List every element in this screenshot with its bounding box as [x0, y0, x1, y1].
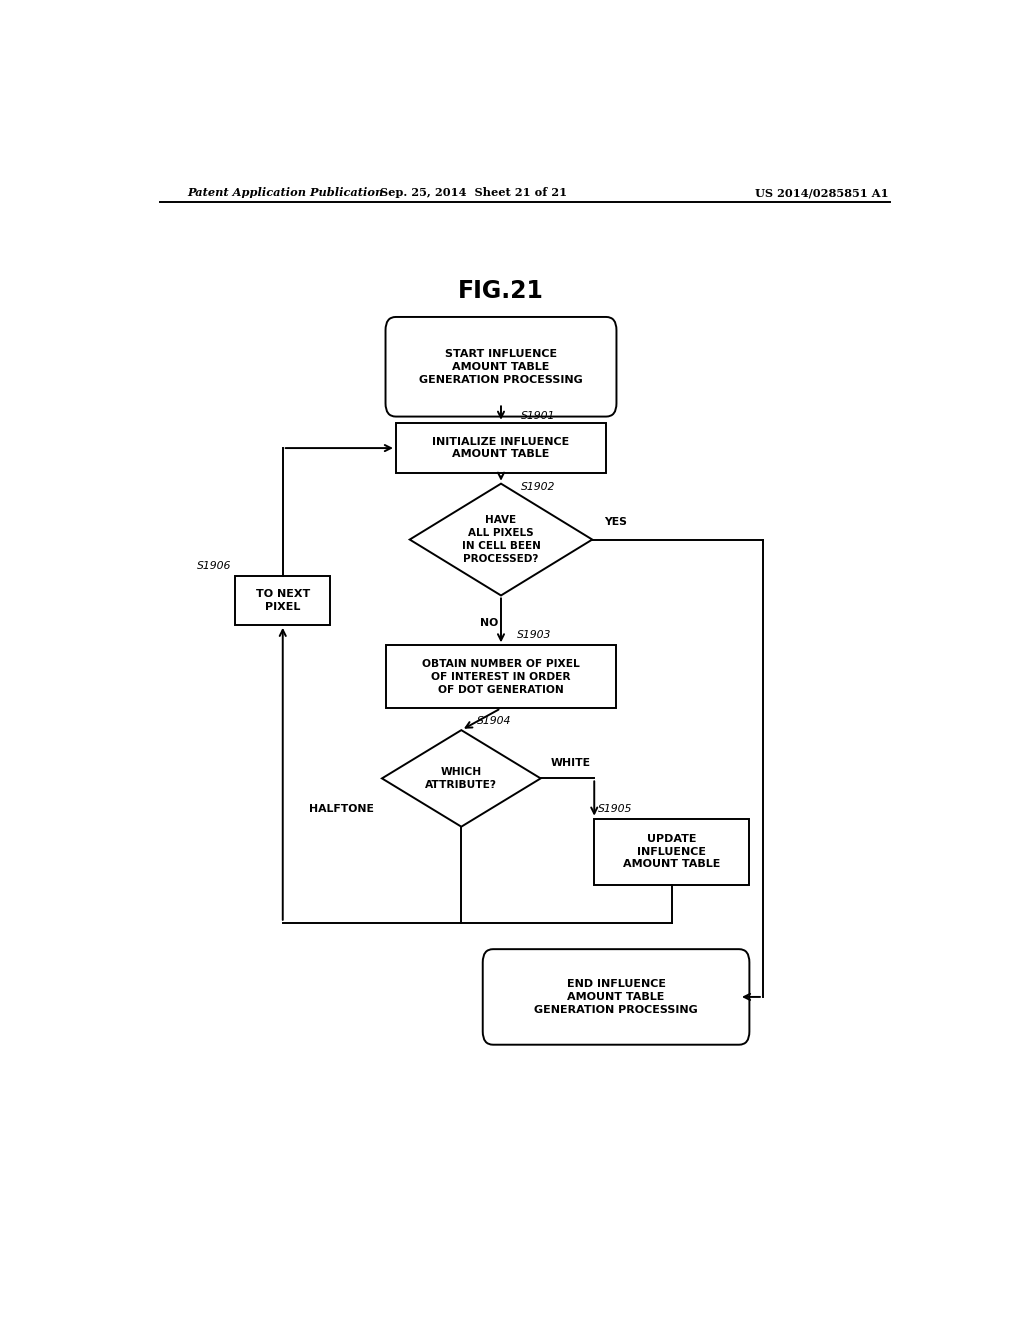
Text: TO NEXT
PIXEL: TO NEXT PIXEL: [256, 589, 310, 612]
Text: WHITE: WHITE: [550, 758, 590, 768]
Text: WHICH
ATTRIBUTE?: WHICH ATTRIBUTE?: [425, 767, 498, 789]
Text: US 2014/0285851 A1: US 2014/0285851 A1: [755, 187, 889, 198]
Polygon shape: [382, 730, 541, 826]
Text: S1906: S1906: [197, 561, 231, 572]
Text: INITIALIZE INFLUENCE
AMOUNT TABLE: INITIALIZE INFLUENCE AMOUNT TABLE: [432, 437, 569, 459]
Text: S1901: S1901: [521, 412, 555, 421]
Bar: [396, 422, 606, 474]
Text: S1902: S1902: [521, 482, 555, 491]
Bar: [594, 818, 749, 884]
Text: Sep. 25, 2014  Sheet 21 of 21: Sep. 25, 2014 Sheet 21 of 21: [380, 187, 566, 198]
Text: YES: YES: [604, 517, 627, 528]
Text: S1904: S1904: [477, 715, 512, 726]
Text: FIG.21: FIG.21: [458, 279, 544, 302]
Bar: [386, 645, 616, 709]
Polygon shape: [410, 483, 592, 595]
Text: HAVE
ALL PIXELS
IN CELL BEEN
PROCESSED?: HAVE ALL PIXELS IN CELL BEEN PROCESSED?: [462, 515, 541, 564]
Text: OBTAIN NUMBER OF PIXEL
OF INTEREST IN ORDER
OF DOT GENERATION: OBTAIN NUMBER OF PIXEL OF INTEREST IN OR…: [422, 659, 580, 694]
Text: START INFLUENCE
AMOUNT TABLE
GENERATION PROCESSING: START INFLUENCE AMOUNT TABLE GENERATION …: [419, 348, 583, 384]
Text: S1903: S1903: [517, 630, 551, 640]
Text: Patent Application Publication: Patent Application Publication: [187, 187, 384, 198]
Text: UPDATE
INFLUENCE
AMOUNT TABLE: UPDATE INFLUENCE AMOUNT TABLE: [623, 834, 720, 870]
Bar: [236, 576, 331, 624]
Text: HALFTONE: HALFTONE: [309, 804, 374, 814]
FancyBboxPatch shape: [482, 949, 750, 1044]
FancyBboxPatch shape: [385, 317, 616, 417]
Text: NO: NO: [480, 618, 499, 628]
Text: S1905: S1905: [598, 804, 633, 814]
Text: END INFLUENCE
AMOUNT TABLE
GENERATION PROCESSING: END INFLUENCE AMOUNT TABLE GENERATION PR…: [535, 979, 698, 1015]
